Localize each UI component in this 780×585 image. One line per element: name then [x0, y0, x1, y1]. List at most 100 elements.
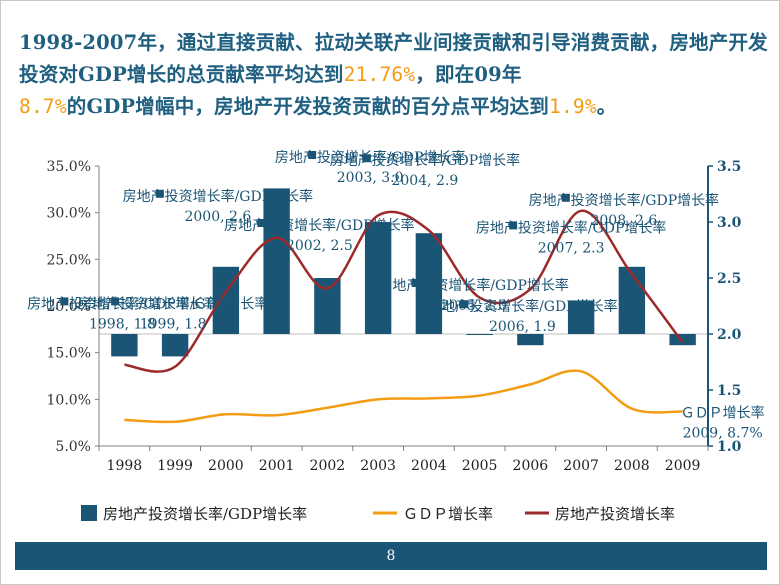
data-label-marker: [561, 193, 570, 202]
page-number: 8: [386, 548, 396, 564]
bar-1999: [161, 334, 189, 357]
right-tick-label: 1.5: [717, 383, 741, 399]
data-label-series: 房地产投资增长率/GDP增长率: [27, 295, 218, 312]
combo-chart: 5.0% 10.0% 15.0% 20.0% 25.0% 30.0% 35.0% 1.0 1.5…: [27, 149, 765, 523]
headline-part-1: 1998-2007年，通过直接贡献、拉动关联产业间接贡献和引导消费贡献，房地产开…: [19, 31, 768, 86]
right-tick-label: 1.0: [717, 439, 742, 455]
legend-item-investment: 房地产投资增长率: [525, 505, 675, 523]
data-label-value: 2004, 2.9: [391, 173, 458, 189]
bar-2004: [415, 233, 443, 334]
bar-2009: [669, 334, 696, 346]
data-label-series: 房地产投资增长率/GDP增长率: [330, 152, 521, 169]
legend-label-gdp: ＧＤＰ增长率: [403, 505, 493, 523]
x-tick-label-2000: 2000: [208, 458, 244, 474]
x-tick-label-2004: 2004: [411, 458, 447, 474]
left-tick-label: 35.0%: [47, 159, 91, 175]
data-label-series: 房地产投资增长率/GDP增长率: [529, 192, 720, 209]
data-label-value: 2003, 3.0: [337, 170, 404, 186]
data-label-marker: [460, 300, 469, 309]
data-label-2006: 房地产投资增长率/GDP增长率 2006, 1.9: [427, 298, 618, 335]
data-label-marker: [362, 154, 371, 163]
data-label-series: 房地产投资增长率/GDP增长率: [476, 219, 667, 236]
data-label-value: 2007, 2.3: [538, 240, 605, 256]
right-tick-label: 3.0: [717, 215, 742, 231]
left-tick-label: 5.0%: [55, 439, 91, 455]
x-tick-label-2008: 2008: [614, 458, 650, 474]
bar-2007: [567, 300, 595, 334]
investment-growth-line: [124, 209, 684, 373]
data-label-marker: [257, 219, 266, 227]
data-label-value: 2008, 2.6: [590, 213, 657, 229]
x-tick-label-2003: 2003: [360, 458, 396, 474]
x-tick-label-2007: 2007: [563, 458, 599, 474]
data-label-value: 2000, 2.6: [184, 209, 251, 225]
legend-item-bar: 房地产投资增长率/GDP增长率: [81, 505, 307, 523]
data-label-series: 房地产投资增长率/GDP增长率: [427, 298, 618, 315]
axes-layer: 5.0% 10.0% 15.0% 20.0% 25.0% 30.0% 35.0% 1.0 1.5…: [47, 159, 742, 474]
data-label-1998: 房地产投资增长率/GDP增长率 1998, 1.8: [27, 295, 218, 332]
legend-label-investment: 房地产投资增长率: [555, 505, 675, 523]
data-label-marker: [308, 151, 317, 159]
lines-layer: [124, 209, 684, 424]
x-tick-label-2006: 2006: [513, 458, 549, 474]
left-tick-label: 15.0%: [47, 346, 91, 362]
x-tick-label-1998: 1998: [107, 458, 143, 474]
legend: 房地产投资增长率/GDP增长率 ＧＤＰ增长率 房地产投资增长率: [81, 505, 675, 523]
gdp-growth-line: [124, 369, 683, 424]
headline-highlight-2: 8.7%: [19, 95, 67, 118]
data-label-series: 房地产投资增长率/GDP增长率: [224, 217, 415, 234]
headline-highlight-1: 21.76%: [343, 63, 416, 86]
data-label-layer: 房地产投资增长率/GDP增长率 1998, 1.8 房地产投资增长率/GDP增长率 1…: [27, 149, 765, 441]
left-tick-label: 20.0%: [47, 299, 91, 315]
x-tick-label-2002: 2002: [310, 458, 346, 474]
bar-2001: [263, 188, 290, 334]
left-tick-label: 25.0%: [47, 252, 91, 268]
bar-2006: [517, 334, 544, 346]
x-tick-label-2009: 2009: [665, 458, 701, 474]
data-label-2008: 房地产投资增长率/GDP增长率 2008, 2.6: [529, 192, 720, 229]
headline-part-3: 的GDP增幅中，房地产开发投资贡献的百分点平均达到: [66, 95, 549, 118]
headline-highlight-3: 1.9%: [549, 95, 597, 118]
right-tick-label: 3.5: [717, 159, 741, 175]
data-label-series: 房地产投资增长率/GDP增长率: [378, 277, 569, 294]
legend-item-gdp: ＧＤＰ增长率: [373, 505, 493, 523]
data-label-marker: [60, 297, 69, 306]
right-tick-label: 2.0: [717, 327, 742, 343]
data-label-marker: [155, 189, 164, 198]
data-label-1999: 房地产投资增长率/GDP增长率 1999, 1.8: [78, 295, 269, 332]
data-label-marker: [509, 221, 518, 230]
data-label-marker: [111, 297, 120, 306]
x-tick-label-2005: 2005: [462, 458, 498, 474]
data-label-series: 房地产投资增长率/GDP增长率: [78, 295, 269, 312]
left-tick-label: 30.0%: [47, 206, 91, 222]
left-tick-label: 10.0%: [47, 392, 91, 408]
x-tick-label-1999: 1999: [157, 458, 193, 474]
data-label-2004: 房地产投资增长率/GDP增长率 2004, 2.9: [330, 152, 521, 189]
bar-1998: [111, 334, 138, 357]
legend-label-bar: 房地产投资增长率/GDP增长率: [103, 505, 307, 523]
data-label-value: 1999, 1.8: [140, 316, 207, 332]
data-label-marker: [411, 279, 420, 287]
data-label-2000: 房地产投资增长率/GDP增长率 2000, 2.6: [123, 188, 314, 225]
bar-2008: [618, 266, 646, 334]
data-label-series: 房地产投资增长率/GDP增长率: [123, 188, 314, 205]
data-label-value: 2006, 1.9: [489, 319, 556, 335]
x-tick-label-2001: 2001: [259, 458, 295, 474]
data-label-value: 2005, 2.0: [440, 298, 507, 314]
bars-layer: [111, 188, 696, 357]
headline-part-4: 。: [596, 95, 617, 118]
data-label-2009: ＧＤＰ增长率 2009, 8.7%: [681, 404, 765, 441]
data-label-2007: 房地产投资增长率/GDP增长率 2007, 2.3: [476, 219, 667, 256]
data-label-2002: 房地产投资增长率/GDP增长率 2002, 2.5: [224, 217, 415, 254]
data-label-value: 1998, 1.8: [89, 316, 156, 332]
data-label-value: 2009, 8.7%: [683, 425, 763, 441]
right-tick-label: 2.5: [717, 271, 741, 287]
data-label-2005: 房地产投资增长率/GDP增长率 2005, 2.0: [378, 277, 569, 314]
bar-2003: [364, 222, 392, 334]
footer-bar: 8: [15, 542, 767, 570]
headline-text: 1998-2007年，通过直接贡献、拉动关联产业间接贡献和引导消费贡献，房地产开…: [19, 27, 769, 123]
headline-part-2: ，即在09年: [415, 63, 522, 86]
legend-swatch-bar: [81, 505, 97, 521]
data-label-value: 2002, 2.5: [286, 238, 353, 254]
